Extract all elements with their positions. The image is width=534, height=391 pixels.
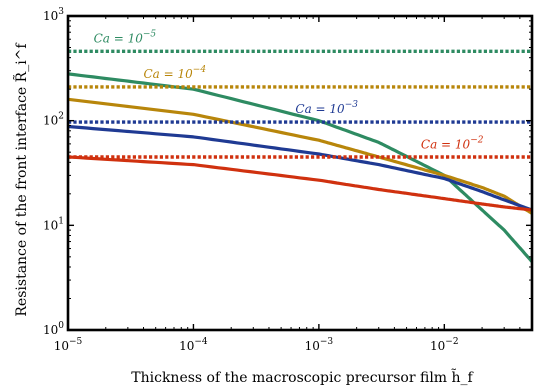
axes-layer: 10−5 10−4 10−3 10−2 100 101 102 103: [43, 7, 534, 353]
series-layer: [68, 49, 532, 263]
y-tick-label: 100: [43, 321, 64, 337]
y-axis-label: Resistance of the front interface R̃_i^f: [12, 42, 30, 317]
series-ca2-curve: [68, 155, 532, 212]
plot-frame: [66, 14, 534, 332]
series-ca5-curve: [68, 72, 532, 263]
x-tick-label: 10−4: [179, 337, 208, 353]
x-tick-label: 10−5: [54, 337, 83, 353]
annotation-layer: Ca = 10−5 Ca = 10−4 Ca = 10−3 Ca = 10−2: [94, 29, 484, 151]
annotation-ca2: Ca = 10−2: [421, 136, 484, 152]
x-tick-label: 10−2: [430, 337, 459, 353]
annotation-ca4: Ca = 10−4: [144, 65, 207, 81]
x-tick-label: 10−3: [305, 337, 334, 353]
x-axis-label: Thickness of the macroscopic precursor f…: [131, 368, 474, 386]
y-tick-label: 103: [43, 7, 64, 23]
y-tick-label: 101: [43, 216, 64, 232]
annotation-ca5: Ca = 10−5: [94, 29, 157, 45]
series-ca4-curve: [68, 97, 532, 215]
series-ca3-curve: [68, 124, 532, 212]
y-tick-label: 102: [43, 112, 64, 128]
annotation-ca3: Ca = 10−3: [295, 100, 358, 116]
